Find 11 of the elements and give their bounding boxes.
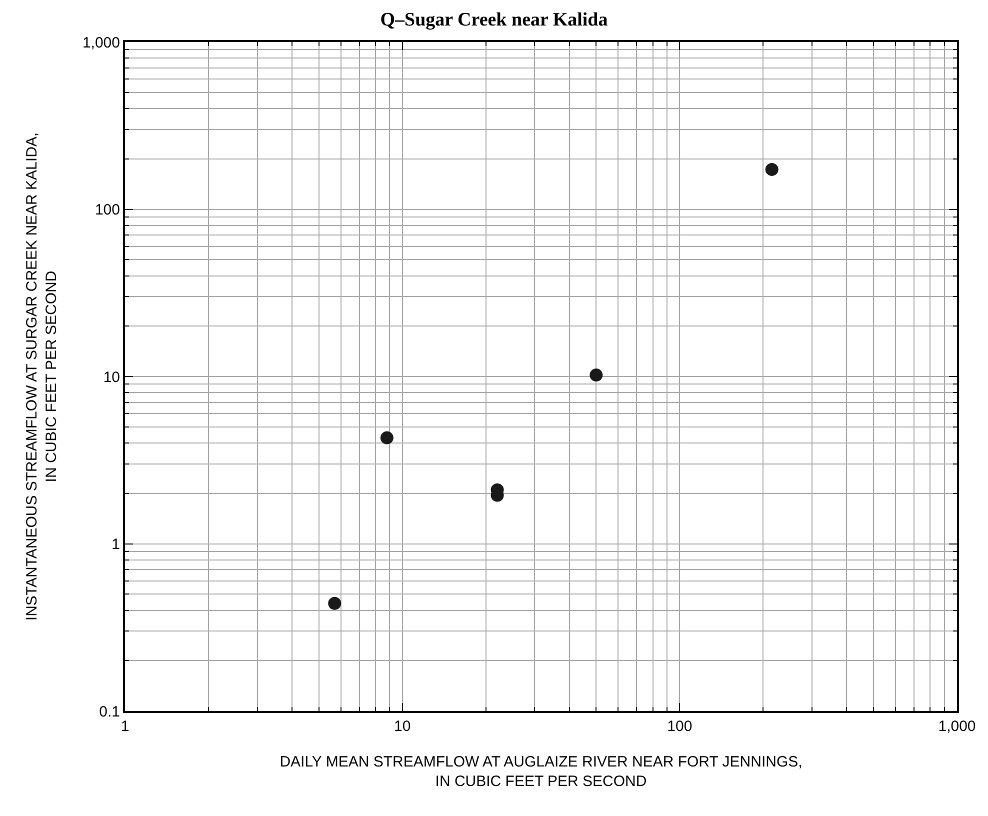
x-tick-label: 1,000 bbox=[938, 718, 976, 735]
y-tick-label: 100 bbox=[94, 202, 120, 218]
x-axis-title: DAILY MEAN STREAMFLOW AT AUGLAIZE RIVER NEAR FORT JENNINGS, IN CUBIC FEET PER SECOND bbox=[280, 754, 802, 790]
y-tick-label: 1 bbox=[112, 536, 120, 553]
y-tick-label: 10 bbox=[103, 368, 120, 386]
x-tick-label: 100 bbox=[667, 718, 692, 735]
y-tick-label: 0.1 bbox=[99, 703, 120, 720]
x-tick-label: 10 bbox=[394, 718, 411, 735]
y-tick-label: 1,000 bbox=[82, 34, 120, 52]
y-axis-title: INSTANTANEOUS STREAMFLOW AT SURGAR CREEK NEAR KALIDA, IN CUBIC FEET PER SECOND bbox=[24, 132, 60, 621]
chart-title: Q–Sugar Creek near Kalida bbox=[380, 10, 608, 31]
